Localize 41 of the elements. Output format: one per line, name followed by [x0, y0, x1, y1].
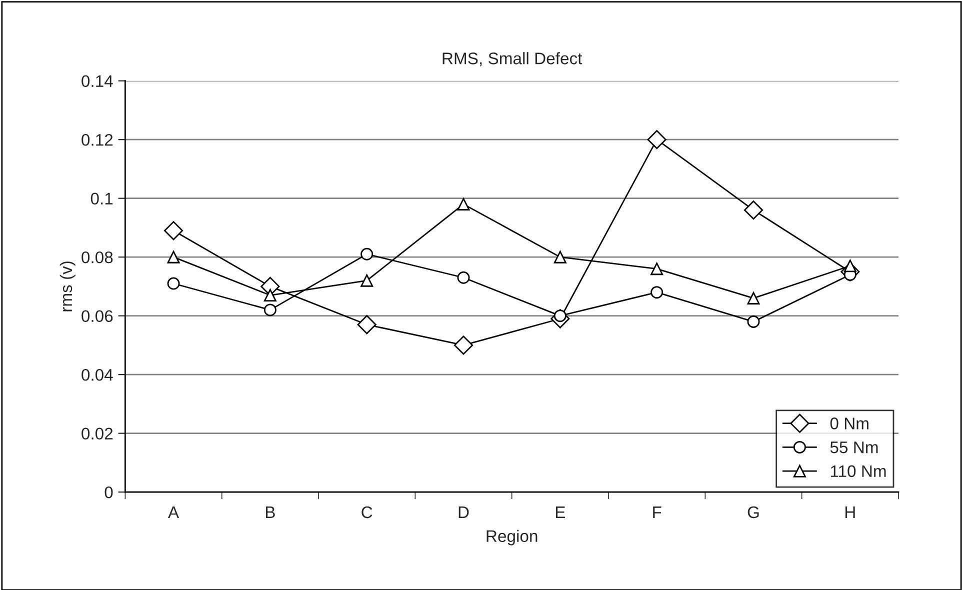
point — [360, 274, 374, 287]
y-tick-label: 0.06 — [82, 310, 113, 322]
point — [650, 286, 664, 299]
legend-label: 55 Nm — [830, 442, 878, 454]
x-axis-title: Region — [486, 530, 538, 546]
point — [264, 304, 276, 316]
y-tick-label: 0.14 — [82, 75, 113, 88]
point — [360, 248, 374, 260]
y-tick-label: 0.04 — [82, 368, 113, 381]
x-tick-label: H — [845, 506, 855, 518]
x-tick-label: C — [362, 506, 372, 518]
y-tick-label: 0.08 — [82, 251, 113, 264]
y-tick-label: 0.12 — [82, 134, 113, 146]
y-tick-label: 0 — [104, 486, 113, 498]
point — [650, 262, 664, 276]
x-tick-label: D — [458, 506, 469, 518]
x-tick-label: B — [266, 506, 275, 518]
y-tick-label: 0.1 — [90, 192, 113, 205]
point — [554, 250, 566, 264]
point — [457, 198, 470, 210]
point — [164, 221, 184, 240]
x-tick-label: A — [168, 506, 180, 518]
x-tick-label: G — [748, 506, 759, 518]
point — [744, 200, 764, 220]
point — [844, 260, 856, 272]
point — [457, 271, 470, 284]
x-tick-label: E — [556, 506, 566, 518]
x-tick-label: F — [653, 506, 662, 518]
y-tick-label: 0.02 — [82, 428, 113, 440]
point — [167, 277, 180, 290]
legend-label: 0 Nm — [830, 418, 868, 430]
point — [454, 336, 474, 355]
point — [647, 130, 666, 150]
point — [357, 315, 376, 334]
point — [167, 250, 180, 264]
point — [747, 315, 760, 328]
point — [747, 292, 760, 304]
legend-label: 110 Nm — [830, 465, 886, 478]
chart-title: RMS, Small Defect — [442, 52, 582, 66]
point — [264, 289, 276, 302]
y-axis-title: rms (v) — [60, 262, 76, 312]
